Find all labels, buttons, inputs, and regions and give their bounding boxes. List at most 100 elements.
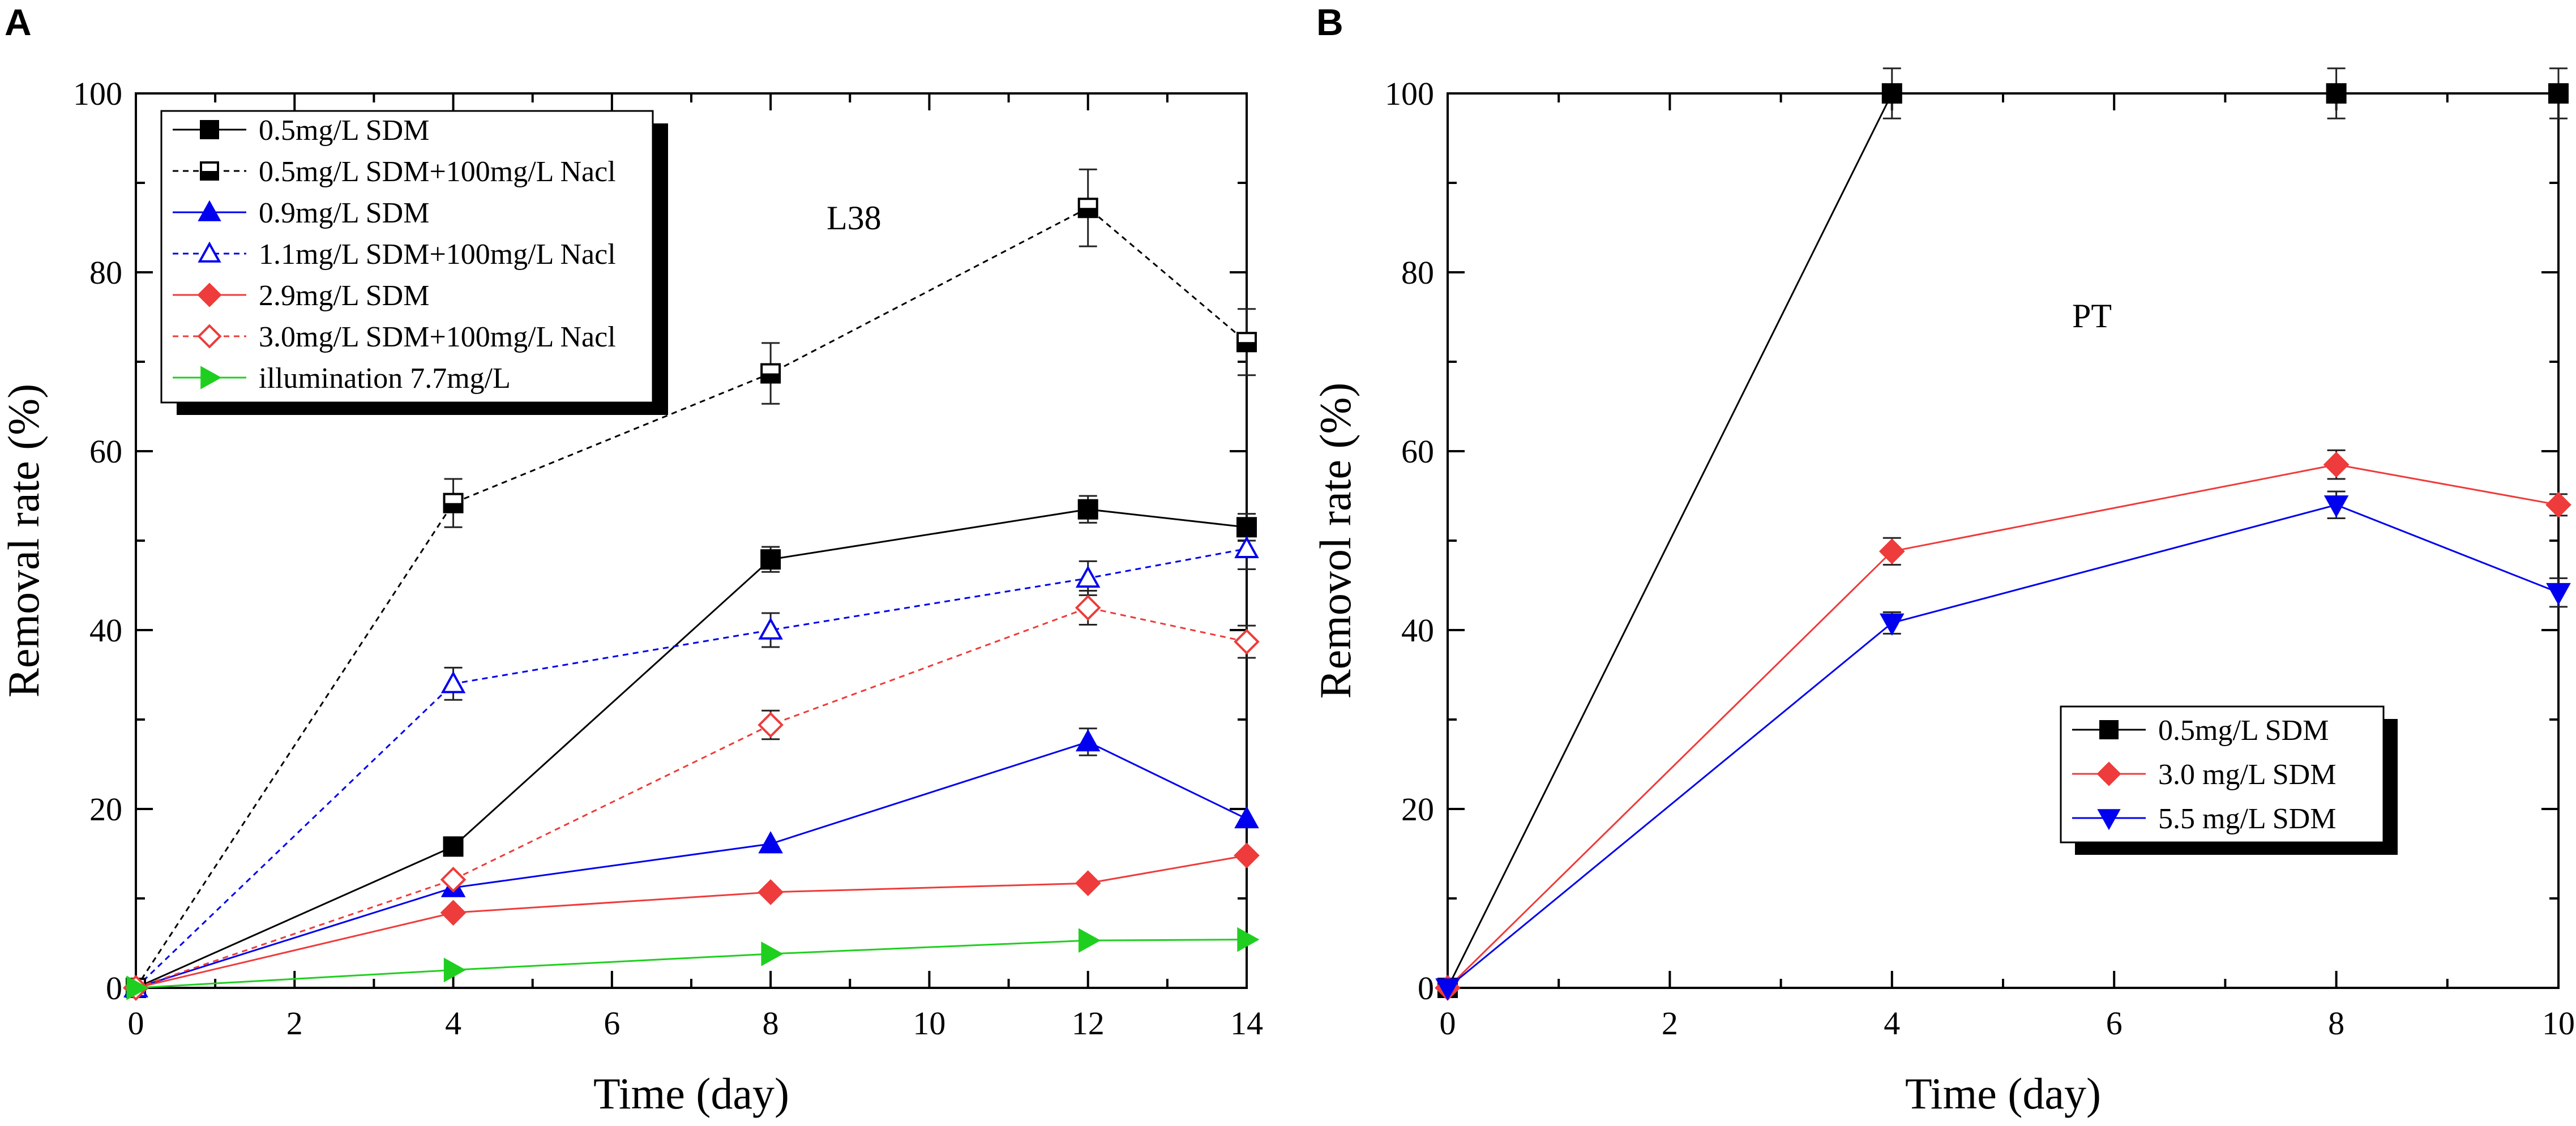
panel-a-tick-labels: 0 2 4 6 8 10 12 14 0 20 40 60 80 100 (73, 75, 1263, 1042)
legend-label: 1.1mg/L SDM+100mg/L Nacl (259, 238, 616, 271)
x-tick-label: 6 (2106, 1005, 2123, 1042)
data-point (2548, 83, 2569, 104)
panel-a-legend: 0.5mg/L SDM 0.5mg/L SDM+100mg/L Nacl 0.9mg… (160, 110, 668, 415)
data-point (758, 831, 783, 854)
data-point (1237, 927, 1260, 952)
data-point (443, 836, 464, 857)
legend-label: 0.5mg/L SDM (2158, 714, 2329, 747)
data-point (1234, 806, 1259, 829)
panel-b-letter: B (1316, 1, 1343, 43)
x-tick-label: 8 (2328, 1005, 2344, 1042)
x-tick-label: 6 (604, 1005, 620, 1042)
y-tick-label: 20 (1401, 791, 1434, 828)
data-point (2546, 583, 2571, 606)
series-line-1 (1447, 92, 2558, 988)
data-point (1878, 538, 1905, 564)
data-point (758, 617, 783, 640)
legend-label: 3.0 mg/L SDM (2158, 759, 2336, 791)
panel-a-annotation: L38 (827, 199, 882, 237)
series-line-3 (1447, 504, 2559, 989)
data-point (1234, 842, 1260, 868)
data-point (760, 549, 781, 570)
legend-marker (198, 241, 221, 263)
series-line-2 (1447, 464, 2559, 989)
x-tick-label: 10 (2542, 1005, 2575, 1042)
y-tick-label: 60 (1401, 433, 1434, 470)
x-tick-label: 14 (1230, 1005, 1263, 1042)
series-line-5 (135, 854, 1247, 989)
panel-b-annotation: PT (2072, 297, 2112, 335)
legend-label: 0.5mg/L SDM (259, 114, 429, 147)
legend-label: 2.9mg/L SDM (259, 280, 429, 312)
y-tick-label: 20 (89, 791, 122, 828)
y-tick-label: 100 (1385, 75, 1434, 112)
y-tick-label: 60 (89, 433, 122, 470)
legend-label: 3.0mg/L SDM+100mg/L Nacl (259, 321, 616, 353)
data-point (126, 975, 149, 1000)
data-point (1077, 198, 1098, 219)
panel-a: A 0 2 4 6 8 10 12 14 0 20 40 60 80 100 L38 Time (day)… (0, 1, 1263, 1118)
x-tick-label: 4 (1884, 1005, 1900, 1042)
data-point (1881, 83, 1902, 104)
data-point (440, 671, 466, 693)
data-point (2323, 451, 2350, 478)
data-point (1234, 536, 1259, 558)
data-point (760, 363, 781, 384)
x-tick-label: 0 (1440, 1005, 1456, 1042)
y-tick-label: 80 (1401, 254, 1434, 291)
legend-marker (2096, 761, 2121, 786)
data-point (1075, 565, 1101, 588)
legend-marker (200, 120, 219, 139)
legend-marker (2099, 720, 2119, 739)
y-tick-label: 40 (1401, 612, 1434, 649)
legend-marker (198, 200, 221, 221)
panel-b-x-axis-title: Time (day) (1905, 1069, 2101, 1118)
legend-label: 0.5mg/L SDM+100mg/L Nacl (259, 156, 616, 188)
panel-b-series (1435, 67, 2571, 1001)
series-line-4 (135, 547, 1247, 989)
panel-b-legend-entries: 0.5mg/L SDM 3.0 mg/L SDM 5.5 mg/L SDM (2072, 714, 2336, 835)
data-point (1078, 928, 1101, 953)
data-point (1435, 978, 1460, 1001)
y-tick-label: 40 (89, 612, 122, 649)
x-tick-label: 12 (1072, 1005, 1105, 1042)
panel-a-series (123, 168, 1260, 1001)
panel-b-legend: 0.5mg/L SDM 3.0 mg/L SDM 5.5 mg/L SDM (2060, 705, 2398, 855)
data-point (440, 900, 467, 926)
x-tick-label: 0 (128, 1005, 144, 1042)
x-tick-label: 4 (445, 1005, 461, 1042)
data-point (1880, 613, 1905, 636)
data-point (2545, 491, 2571, 518)
y-tick-label: 0 (1418, 970, 1434, 1007)
panel-a-x-axis-title: Time (day) (593, 1069, 789, 1118)
y-tick-label: 0 (106, 970, 122, 1007)
x-tick-label: 10 (913, 1005, 945, 1042)
data-point (758, 712, 784, 738)
data-point (1075, 729, 1101, 752)
panel-a-legend-entries: 0.5mg/L SDM 0.5mg/L SDM+100mg/L Nacl 0.9mg… (173, 114, 616, 395)
data-point (2323, 495, 2349, 518)
x-tick-label: 8 (763, 1005, 779, 1042)
data-point (1236, 332, 1257, 353)
panel-b-y-axis-title: Removol rate (%) (1311, 383, 1360, 699)
legend-label: 0.9mg/L SDM (259, 197, 429, 229)
data-point (440, 866, 467, 893)
data-point (1075, 594, 1101, 621)
data-point (1077, 499, 1098, 520)
panel-a-y-axis-title: Removal rate (%) (0, 384, 48, 697)
data-point (761, 941, 784, 966)
y-tick-label: 80 (89, 254, 122, 291)
legend-label: illumination 7.7mg/L (259, 362, 511, 395)
data-point (443, 493, 464, 513)
panel-a-ticks (135, 92, 1248, 989)
legend-marker (2097, 809, 2121, 830)
panel-a-legend-box (160, 110, 654, 404)
legend-label: 5.5 mg/L SDM (2158, 803, 2336, 835)
data-point (1234, 628, 1260, 655)
legend-marker (197, 324, 222, 349)
legend-marker (200, 161, 219, 181)
data-point (2326, 83, 2347, 104)
legend-marker (197, 282, 222, 307)
